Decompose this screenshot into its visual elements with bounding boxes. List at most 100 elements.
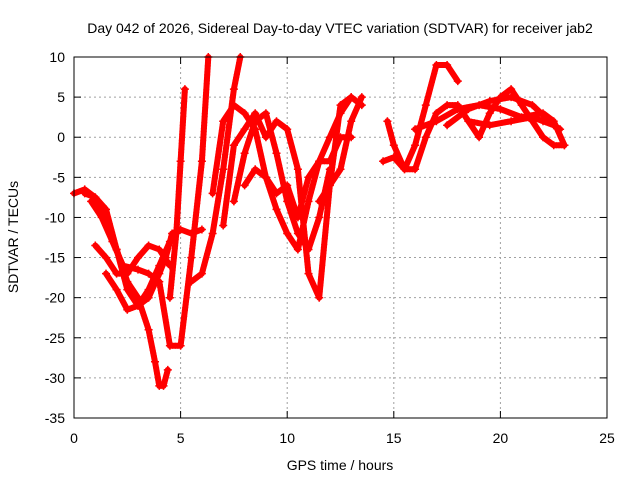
- data-point: [261, 109, 270, 118]
- data-point: [240, 181, 249, 190]
- data-point: [272, 189, 281, 198]
- y-tick-label: -5: [53, 169, 66, 185]
- data-point: [421, 101, 430, 110]
- data-point: [443, 121, 452, 130]
- data-point: [176, 341, 185, 350]
- y-axis-label: SDTVAR / TECUs: [5, 181, 21, 293]
- data-point: [80, 189, 89, 198]
- data-point: [528, 113, 537, 122]
- data-point: [91, 241, 100, 250]
- data-point: [325, 181, 334, 190]
- y-tick-label: -15: [45, 250, 65, 266]
- data-point: [315, 293, 324, 302]
- data-point: [443, 101, 452, 110]
- data-point: [144, 241, 153, 250]
- data-point: [197, 157, 206, 166]
- data-point: [549, 141, 558, 150]
- data-point: [229, 101, 238, 110]
- data-point: [176, 157, 185, 166]
- data-point: [379, 157, 388, 166]
- data-point: [187, 277, 196, 286]
- x-tick-label: 10: [279, 430, 295, 446]
- data-point: [240, 149, 249, 158]
- series-sat-d: [91, 241, 174, 278]
- data-point: [251, 165, 260, 174]
- data-point: [283, 181, 292, 190]
- data-point: [151, 357, 159, 366]
- data-point: [293, 165, 302, 174]
- data-point: [411, 141, 420, 150]
- data-point: [432, 109, 441, 118]
- data-point: [208, 229, 217, 238]
- data-point: [485, 97, 494, 106]
- series-sat-j: [229, 109, 334, 254]
- data-point: [315, 197, 324, 206]
- data-point: [102, 253, 110, 262]
- data-point: [229, 85, 238, 94]
- data-point: [293, 229, 302, 238]
- data-point: [219, 221, 228, 230]
- x-tick-label: 5: [177, 430, 185, 446]
- plot-frame: [73, 56, 608, 419]
- data-point: [108, 237, 117, 246]
- y-tick-label: -20: [45, 290, 65, 306]
- y-tick-label: -35: [45, 410, 65, 426]
- data-point: [272, 205, 281, 214]
- data-point: [347, 117, 356, 126]
- data-point: [261, 173, 270, 182]
- data-point: [293, 245, 302, 254]
- data-point: [123, 305, 132, 314]
- x-tick-label: 20: [493, 430, 509, 446]
- data-point: [325, 165, 334, 174]
- data-point: [304, 197, 313, 206]
- data-point: [453, 77, 462, 86]
- data-point: [485, 121, 494, 130]
- data-point: [496, 105, 505, 114]
- data-point: [251, 109, 260, 118]
- data-point: [180, 85, 189, 94]
- data-point: [261, 133, 270, 142]
- data-point: [464, 105, 473, 114]
- data-point: [134, 253, 142, 262]
- data-point: [134, 265, 142, 274]
- data-point: [304, 173, 313, 182]
- data-point: [119, 261, 127, 270]
- y-tick-label: 5: [57, 89, 65, 105]
- data-point: [411, 165, 420, 174]
- data-point: [315, 213, 324, 222]
- y-tick-label: -10: [45, 209, 65, 225]
- data-point: [219, 117, 228, 126]
- data-point: [475, 133, 484, 142]
- data-point: [315, 157, 324, 166]
- data-point: [102, 269, 110, 278]
- data-point: [411, 125, 420, 134]
- data-point: [229, 141, 238, 150]
- data-point: [229, 197, 238, 206]
- data-point: [400, 165, 409, 174]
- data-point: [539, 133, 547, 142]
- data-point: [357, 93, 366, 102]
- y-tick-label: 0: [57, 129, 65, 145]
- data-point: [155, 261, 164, 270]
- series-layer: [70, 53, 569, 390]
- y-tick-label: -30: [45, 370, 65, 386]
- data-point: [528, 101, 537, 110]
- data-point: [432, 61, 441, 69]
- data-point: [507, 85, 516, 94]
- data-point: [539, 117, 547, 126]
- tick-layer: -35 -30 -25 -20 -15 -10 -5 0 5 10 0 5 10 15 20 25: [45, 49, 615, 446]
- x-tick-label: 25: [599, 430, 615, 446]
- data-point: [464, 117, 473, 126]
- x-tick-label: 0: [70, 430, 78, 446]
- data-point: [165, 293, 174, 302]
- series-sat-k: [240, 93, 356, 222]
- data-point: [240, 109, 249, 118]
- data-point: [163, 365, 172, 374]
- y-tick-label: 10: [49, 49, 65, 65]
- data-point: [112, 285, 121, 294]
- data-point: [87, 197, 96, 206]
- data-point: [304, 245, 313, 254]
- series-sat-q: [464, 113, 565, 134]
- data-point: [443, 61, 452, 69]
